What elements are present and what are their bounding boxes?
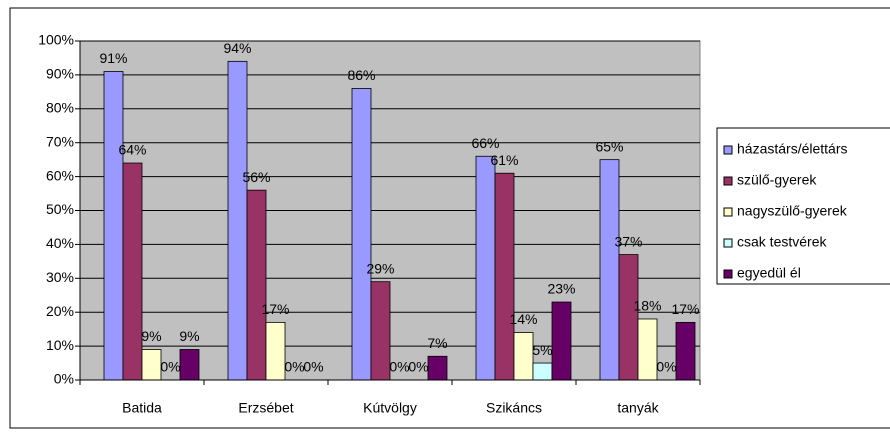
legend-swatch	[723, 269, 733, 279]
bar	[141, 349, 162, 381]
data-label: 9%	[141, 328, 161, 344]
data-label: 5%	[532, 342, 552, 358]
data-label: 17%	[261, 301, 289, 317]
legend-label: egyedül él	[737, 265, 801, 281]
y-tick-label: 20%	[46, 303, 74, 319]
legend-swatch	[723, 238, 733, 248]
legend-swatch	[723, 176, 733, 186]
data-label: 66%	[471, 135, 499, 151]
x-tick-label: Kútvölgy	[363, 400, 417, 416]
data-label: 64%	[118, 142, 146, 158]
legend-swatch	[723, 207, 733, 217]
data-label: 65%	[595, 138, 623, 154]
bar	[179, 349, 200, 381]
legend-label: csak testvérek	[737, 234, 827, 250]
data-label: 7%	[427, 335, 447, 351]
bar	[599, 159, 620, 381]
data-label: 0%	[656, 359, 676, 375]
data-label: 0%	[303, 359, 323, 375]
legend-label: házastárs/élettárs	[737, 141, 848, 157]
data-label: 91%	[99, 50, 127, 66]
y-tick-label: 0%	[54, 371, 74, 387]
y-tick-label: 10%	[46, 337, 74, 353]
y-tick-label: 40%	[46, 235, 74, 251]
x-tick-label: Erzsébet	[238, 400, 293, 416]
bar	[551, 301, 572, 381]
bar	[494, 172, 515, 381]
x-tick-label: Batida	[122, 400, 162, 416]
data-label: 61%	[490, 152, 518, 168]
x-tick-label: tanyák	[617, 400, 659, 416]
bar	[122, 162, 143, 381]
data-label: 18%	[633, 298, 661, 314]
data-label: 29%	[366, 260, 394, 276]
data-label: 56%	[242, 169, 270, 185]
y-tick-label: 100%	[38, 32, 74, 48]
bar	[351, 88, 372, 381]
data-label: 0%	[284, 359, 304, 375]
legend-label: szülő-gyerek	[737, 172, 817, 188]
y-tick-label: 90%	[46, 66, 74, 82]
bar	[227, 60, 248, 381]
data-label: 86%	[347, 67, 375, 83]
bar	[246, 189, 267, 381]
bar	[265, 321, 286, 381]
bar	[103, 71, 124, 381]
bar	[637, 318, 658, 381]
bar	[532, 362, 553, 381]
y-tick-label: 80%	[46, 100, 74, 116]
bar	[618, 254, 639, 381]
y-tick-label: 30%	[46, 269, 74, 285]
x-tick-label: Szikáncs	[486, 400, 542, 416]
y-tick-label: 70%	[46, 133, 74, 149]
data-label: 0%	[408, 359, 428, 375]
legend-swatch	[723, 145, 733, 155]
data-label: 0%	[160, 359, 180, 375]
data-label: 0%	[389, 359, 409, 375]
bar	[675, 321, 696, 381]
bar	[475, 155, 496, 381]
data-label: 17%	[671, 301, 699, 317]
bar	[427, 355, 448, 381]
bar	[370, 281, 391, 381]
y-tick-label: 50%	[46, 201, 74, 217]
data-label: 9%	[179, 328, 199, 344]
y-tick-label: 60%	[46, 167, 74, 183]
data-label: 14%	[509, 311, 537, 327]
data-label: 37%	[614, 233, 642, 249]
data-label: 94%	[223, 40, 251, 56]
data-label: 23%	[547, 281, 575, 297]
legend-label: nagyszülő-gyerek	[737, 203, 848, 219]
legend-box	[716, 127, 890, 285]
bar	[513, 332, 534, 381]
